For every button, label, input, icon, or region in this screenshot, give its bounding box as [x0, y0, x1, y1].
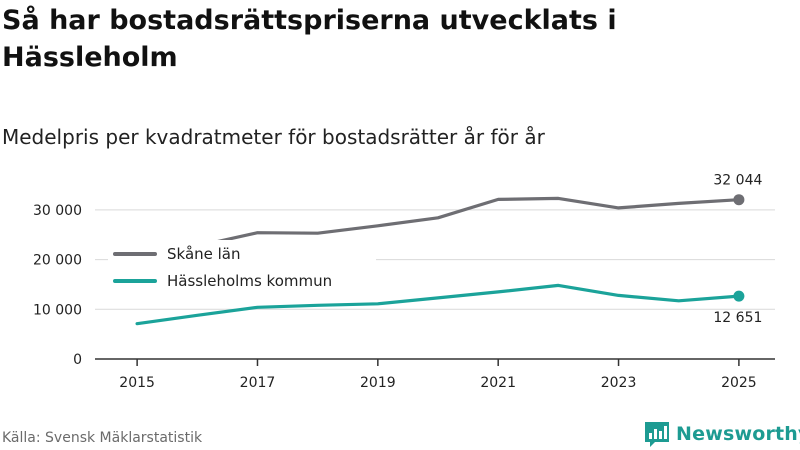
x-tick-label-0: 2015: [119, 375, 155, 391]
x-tick-label-2: 2019: [360, 375, 396, 391]
end-point-hassleholm: [733, 290, 745, 302]
data-label-hassleholm-2025: 12 651: [713, 310, 762, 326]
x-tick-label-4: 2023: [601, 375, 637, 391]
x-tick-label-5: 2025: [721, 375, 757, 391]
y-tick-label-1: 10 000: [33, 302, 82, 318]
series-line-hassleholm: [135, 283, 741, 326]
x-tick-label-3: 2021: [480, 375, 516, 391]
legend-label-hassleholm: Hässleholms kommun: [167, 272, 332, 290]
data-label-skane-2025: 32 044: [713, 173, 762, 189]
x-tick-label-1: 2017: [240, 375, 276, 391]
legend-label-skane: Skåne län: [167, 245, 241, 263]
source-note: Källa: Svensk Mäklarstatistik: [2, 430, 203, 446]
brand-logo: Newsworthy: [644, 420, 800, 448]
y-tick-label-2: 20 000: [33, 253, 82, 269]
series-line-skane: [135, 196, 741, 263]
bar-chart-logo-icon: [645, 422, 669, 447]
chart-subtitle: Medelpris per kvadratmeter för bostadsrä…: [2, 125, 545, 149]
end-point-skane: [733, 194, 745, 206]
chart-title: Så har bostadsrättspriserna utvecklats i…: [2, 5, 617, 73]
y-tick-label-3: 30 000: [33, 203, 82, 219]
brand-name: Newsworthy: [676, 423, 800, 445]
y-tick-label-0: 0: [73, 352, 82, 368]
